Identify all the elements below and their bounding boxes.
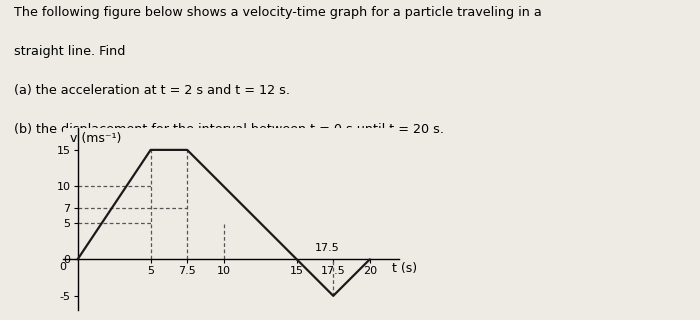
Text: (b) the displacement for the interval between t = 0 s until t = 20 s.: (b) the displacement for the interval be…: [14, 123, 444, 136]
Text: v (ms⁻¹): v (ms⁻¹): [70, 132, 122, 145]
Text: (a) the acceleration at t = 2 s and t = 12 s.: (a) the acceleration at t = 2 s and t = …: [14, 84, 290, 97]
Text: t (s): t (s): [392, 261, 416, 275]
Text: straight line. Find: straight line. Find: [14, 45, 125, 58]
Text: 0: 0: [59, 261, 66, 271]
Text: The following figure below shows a velocity-time graph for a particle traveling : The following figure below shows a veloc…: [14, 6, 542, 20]
Text: 17.5: 17.5: [315, 244, 340, 253]
